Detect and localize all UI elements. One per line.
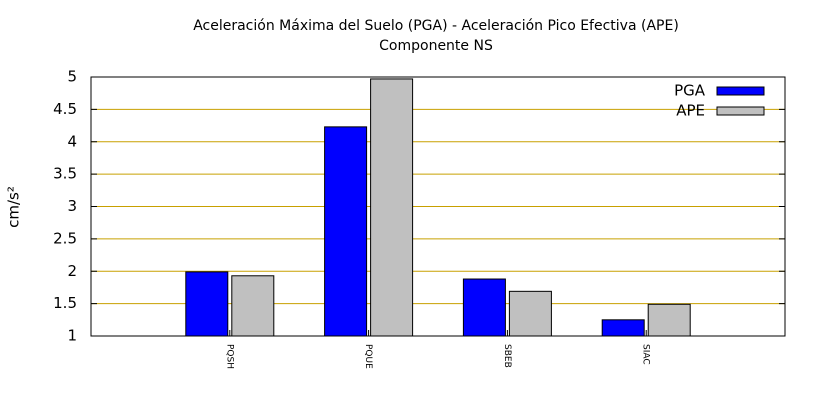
y-tick-label: 3: [67, 197, 77, 215]
y-tick-label: 5: [67, 68, 77, 86]
legend-swatch: [716, 86, 765, 96]
chart-title: Aceleración Máxima del Suelo (PGA) - Ace…: [193, 18, 679, 34]
y-tick-label: 1: [67, 327, 77, 345]
bar: [185, 271, 229, 337]
legend-swatch: [716, 106, 765, 116]
bar: [462, 278, 506, 337]
bar: [508, 290, 552, 337]
plot-frame: [90, 76, 786, 337]
x-tick-label: SBEB: [502, 344, 512, 368]
y-tick-label: 4: [67, 132, 77, 150]
y-tick-label: 2.5: [53, 229, 77, 247]
y-tick-label: 4.5: [53, 100, 77, 118]
legend-label: PGA: [674, 82, 706, 100]
x-tick-label: PQUE: [363, 344, 373, 369]
x-tick-label: SIAC: [641, 344, 651, 365]
y-tick-label: 3.5: [53, 165, 77, 183]
y-tick-label: 1.5: [53, 294, 77, 312]
y-axis-label: cm/s²: [5, 186, 23, 228]
x-tick-label: PQSH: [224, 344, 234, 369]
legend-label: APE: [676, 102, 705, 120]
bar: [647, 303, 691, 337]
y-tick-label: 2: [67, 262, 77, 280]
chart-subtitle: Componente NS: [379, 38, 493, 54]
bar: [370, 78, 414, 337]
bar: [324, 126, 368, 337]
bar: [601, 319, 645, 337]
bar: [231, 275, 275, 337]
